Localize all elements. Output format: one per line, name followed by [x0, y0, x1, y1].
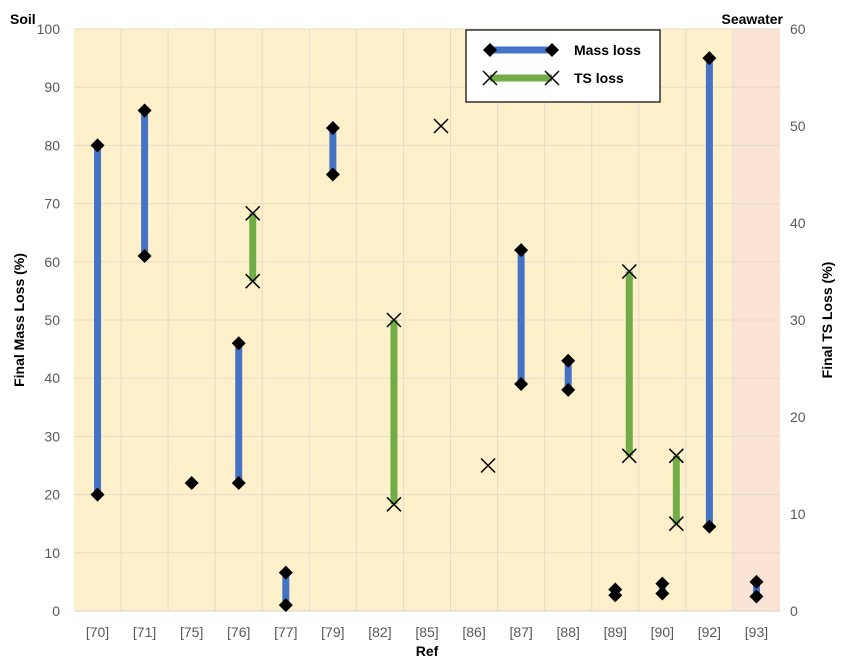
x-tick-label: [85]	[415, 624, 438, 640]
mass-loss-87-min-marker	[514, 377, 529, 392]
left-tick-label: 10	[44, 545, 60, 561]
mass-loss-89-min-marker	[608, 588, 623, 603]
right-tick-label: 10	[790, 506, 806, 522]
left-y-axis-title: Final Mass Loss (%)	[11, 253, 27, 387]
mass-loss-77-min-marker	[278, 598, 293, 613]
left-tick-label: 40	[44, 370, 60, 386]
right-tick-label: 0	[790, 603, 798, 619]
right-tick-label: 60	[790, 21, 806, 37]
gridlines	[74, 28, 780, 612]
right-axis-ticks: 0 10 20 30 40 50 60	[790, 21, 806, 619]
mass-loss-70-max-marker	[90, 138, 105, 153]
mass-loss-76-min-marker	[231, 475, 246, 490]
left-tick-label: 20	[44, 487, 60, 503]
legend-label-ts-loss: TS loss	[574, 70, 624, 86]
mass-loss-70-min-marker	[90, 487, 105, 502]
mass-loss-90-min-marker	[655, 586, 670, 601]
left-tick-label: 0	[52, 603, 60, 619]
legend: Mass loss TS loss	[465, 29, 661, 103]
x-marker-stroke	[245, 205, 261, 221]
ts-loss-82-max-marker	[386, 312, 402, 328]
ts-loss-85-point-marker	[433, 118, 449, 134]
right-tick-label: 50	[790, 118, 806, 134]
x-tick-label: [75]	[180, 624, 203, 640]
left-tick-label: 30	[44, 428, 60, 444]
mass-loss-90-max-marker	[655, 576, 670, 591]
x-axis-title: Ref	[416, 643, 439, 659]
x-marker-stroke	[433, 118, 449, 134]
x-tick-label: [82]	[368, 624, 391, 640]
x-marker-stroke	[245, 273, 261, 289]
x-tick-label: [87]	[509, 624, 532, 640]
legend-x-marker	[482, 70, 498, 86]
ts-loss-86-point-marker	[480, 457, 496, 474]
x-marker-stroke	[480, 457, 496, 474]
mass-loss-87-max-marker	[514, 243, 529, 258]
x-tick-label: [71]	[133, 624, 156, 640]
left-axis-ticks: 0 10 20 30 40 50 60 70 80 90 100	[37, 21, 61, 619]
left-tick-label: 50	[44, 312, 60, 328]
mass-loss-93-max-marker	[749, 574, 764, 589]
x-tick-label: [90]	[651, 624, 674, 640]
left-tick-label: 100	[37, 21, 61, 37]
legend-box	[465, 29, 661, 103]
x-axis-ticks: [70] [71] [75] [76] [77] [79] [82] [85] [86] [87]…	[86, 624, 768, 640]
right-tick-label: 30	[790, 312, 806, 328]
legend-diamond-marker	[545, 43, 559, 57]
mass-loss-75-point-marker	[184, 475, 199, 490]
ts-loss-90-min-marker	[668, 516, 684, 532]
mass-loss-71-min-marker	[137, 248, 152, 263]
ts-loss-82-min-marker	[386, 496, 402, 512]
x-tick-label: [92]	[698, 624, 721, 640]
x-tick-label: [88]	[557, 624, 580, 640]
legend-diamond-marker	[483, 43, 497, 57]
ts-loss-76-max-marker	[245, 205, 261, 221]
x-tick-label: [70]	[86, 624, 109, 640]
mass-loss-76-max-marker	[231, 336, 246, 351]
x-tick-label: [93]	[745, 624, 768, 640]
x-tick-label: [89]	[604, 624, 627, 640]
ts-loss-90-max-marker	[668, 448, 684, 464]
mass-loss-92-max-marker	[702, 51, 717, 66]
region-label-soil: Soil	[10, 11, 36, 27]
x-marker-stroke	[544, 70, 560, 86]
right-y-axis-title: Final TS Loss (%)	[819, 262, 835, 379]
x-tick-label: [79]	[321, 624, 344, 640]
mass-loss-93-min-marker	[749, 589, 764, 604]
left-tick-label: 80	[44, 137, 60, 153]
mass-loss-77-max-marker	[278, 565, 293, 580]
x-marker-stroke	[482, 70, 498, 86]
ts-loss-76-min-marker	[245, 273, 261, 289]
x-marker-stroke	[621, 448, 637, 464]
mass-loss-79-max-marker	[325, 120, 340, 135]
region-label-seawater: Seawater	[722, 11, 784, 27]
mass-loss-88-max-marker	[561, 353, 576, 368]
data-markers	[90, 51, 764, 613]
ts-loss-89-max-marker	[621, 263, 637, 280]
left-tick-label: 60	[44, 254, 60, 270]
legend-symbol-ts-loss	[482, 70, 560, 86]
x-tick-label: [86]	[462, 624, 485, 640]
legend-x-marker	[544, 70, 560, 86]
legend-symbol-mass-loss	[483, 43, 559, 57]
x-marker-stroke	[668, 516, 684, 532]
x-marker-stroke	[668, 448, 684, 464]
right-tick-label: 20	[790, 409, 806, 425]
x-tick-label: [77]	[274, 624, 297, 640]
right-tick-label: 40	[790, 215, 806, 231]
left-tick-label: 70	[44, 196, 60, 212]
x-tick-label: [76]	[227, 624, 250, 640]
legend-label-mass-loss: Mass loss	[574, 42, 641, 58]
x-marker-stroke	[621, 263, 637, 280]
mass-loss-71-max-marker	[137, 103, 152, 118]
left-tick-label: 90	[44, 79, 60, 95]
mass-loss-79-min-marker	[325, 167, 340, 182]
mass-loss-88-min-marker	[561, 382, 576, 397]
x-marker-stroke	[386, 312, 402, 328]
ts-loss-89-min-marker	[621, 448, 637, 464]
x-marker-stroke	[386, 496, 402, 512]
mass-loss-92-min-marker	[702, 519, 717, 534]
